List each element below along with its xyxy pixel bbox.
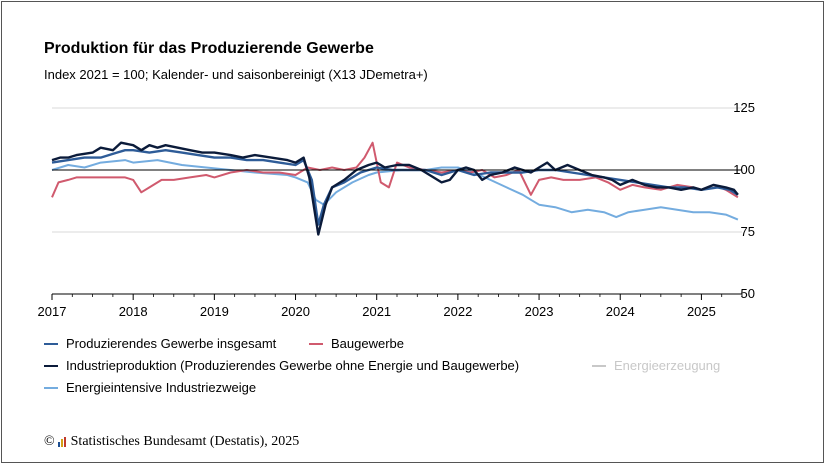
x-tick-label: 2025 — [687, 304, 716, 319]
x-tick-label: 2023 — [525, 304, 554, 319]
x-tick-label: 2021 — [362, 304, 391, 319]
legend-swatch — [309, 342, 323, 345]
y-tick-label: 50 — [741, 286, 755, 301]
source-note: © Statistisches Bundesamt (Destatis), 20… — [44, 434, 299, 450]
legend-label: Produzierendes Gewerbe insgesamt — [66, 336, 277, 351]
x-tick-label: 2017 — [38, 304, 67, 319]
x-tick-label: 2022 — [443, 304, 472, 319]
y-tick-label: 100 — [733, 162, 755, 177]
legend-item-baugewerbe[interactable]: Baugewerbe — [309, 336, 404, 351]
legend-item-produzierendes-gewerbe[interactable]: Produzierendes Gewerbe insgesamt — [44, 336, 276, 351]
legend-label: Energieintensive Industriezweige — [66, 380, 257, 395]
legend-item-energieerzeugung[interactable]: Energieerzeugung — [592, 358, 720, 373]
series-line-1 — [51, 141, 739, 199]
legend-item-energieintensive[interactable]: Energieintensive Industriezweige — [44, 380, 256, 395]
y-tick-label: 125 — [733, 100, 755, 115]
legend-label: Energieerzeugung — [614, 358, 721, 373]
legend-item-industrieproduktion[interactable]: Industrieproduktion (Produzierendes Gewe… — [44, 358, 519, 373]
x-tick-label: 2020 — [281, 304, 310, 319]
source-text: Statistisches Bundesamt (Destatis), 2025 — [70, 434, 300, 449]
legend-swatch — [44, 364, 58, 367]
legend-swatch — [44, 342, 58, 345]
legend-label: Industrieproduktion (Produzierendes Gewe… — [66, 358, 520, 373]
x-tick-label: 2019 — [200, 304, 229, 319]
legend-swatch — [44, 386, 58, 389]
destatis-logo-icon — [57, 437, 67, 447]
y-tick-label: 75 — [741, 224, 755, 239]
x-tick-label: 2018 — [119, 304, 148, 319]
copyright-symbol: © — [44, 434, 55, 449]
chart-subtitle: Index 2021 = 100; Kalender- und saisonbe… — [44, 67, 428, 82]
legend-swatch — [592, 364, 606, 367]
legend-label: Baugewerbe — [331, 336, 404, 351]
chart-title: Produktion für das Produzierende Gewerbe — [44, 40, 374, 57]
x-tick-label: 2024 — [606, 304, 635, 319]
series-line-3 — [51, 141, 739, 236]
